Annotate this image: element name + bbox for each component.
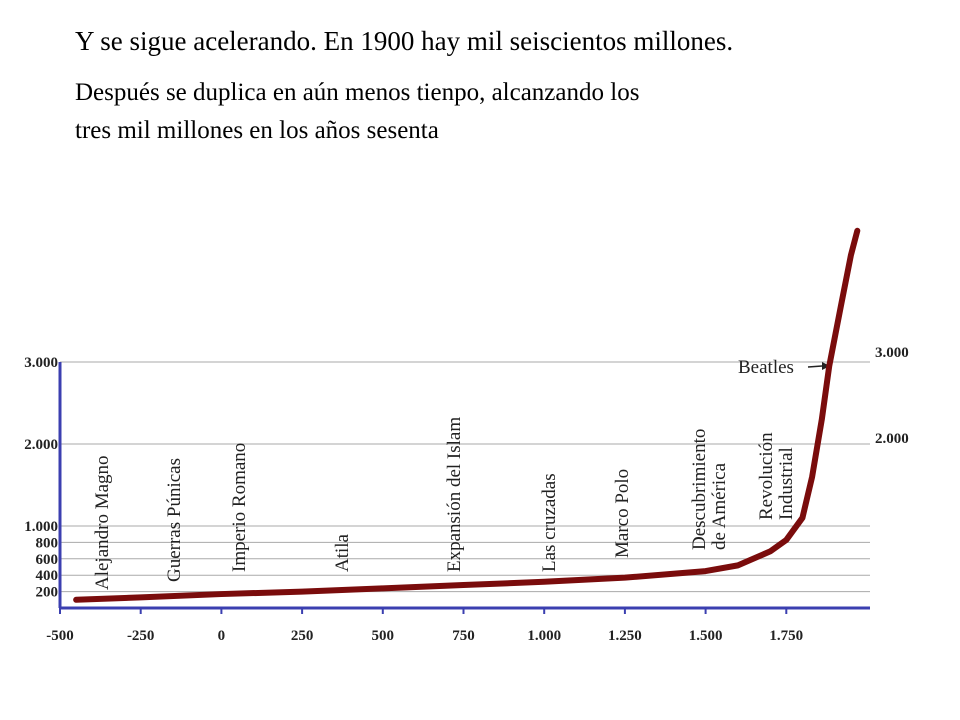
y2-tick-label: 3.000 — [875, 345, 909, 361]
event-label: Descubrimiento — [689, 429, 710, 550]
x-tick-label: 1.500 — [689, 628, 723, 644]
event-label: Imperio Romano — [229, 443, 250, 572]
x-tick-label: 250 — [291, 628, 314, 644]
y-tick-label: 1.000 — [24, 519, 58, 535]
x-tick-label: 750 — [452, 628, 475, 644]
callout-arrowhead — [822, 362, 830, 370]
event-label: Expansión del Islam — [444, 417, 465, 572]
chart-subtitle: tres mil millones en los años sesenta — [75, 117, 439, 144]
x-tick-label: -500 — [46, 628, 74, 644]
event-label: Atila — [332, 533, 353, 572]
x-tick-label: 500 — [372, 628, 395, 644]
event-label: Marco Polo — [612, 469, 633, 558]
x-tick-label: 1.750 — [769, 628, 803, 644]
x-tick-label: -250 — [127, 628, 155, 644]
y-tick-label: 2.000 — [24, 437, 58, 453]
y-tick-label: 600 — [36, 552, 59, 568]
y-tick-label: 200 — [36, 585, 59, 601]
x-tick-label: 1.250 — [608, 628, 642, 644]
event-label: Revolución — [756, 432, 777, 520]
callout-label: Beatles — [738, 357, 794, 378]
event-label: Guerras Púnicas — [164, 458, 185, 582]
population-line — [73, 227, 861, 603]
event-label: Las cruzadas — [539, 473, 560, 572]
event-label: de América — [709, 462, 730, 550]
chart-subtitle: Después se duplica en aún menos tienpo, … — [75, 79, 639, 106]
y-tick-label: 3.000 — [24, 355, 58, 371]
y-tick-label: 800 — [36, 535, 59, 551]
event-label: Alejandro Magno — [92, 455, 113, 590]
chart-title: Y se sigue acelerando. En 1900 hay mil s… — [75, 26, 733, 56]
x-tick-label: 1.000 — [527, 628, 561, 644]
x-tick-label: 0 — [218, 628, 226, 644]
y-tick-label: 400 — [36, 568, 59, 584]
callout-arrow — [807, 365, 823, 368]
y2-tick-label: 2.000 — [875, 431, 909, 447]
event-label: Industrial — [776, 447, 797, 520]
